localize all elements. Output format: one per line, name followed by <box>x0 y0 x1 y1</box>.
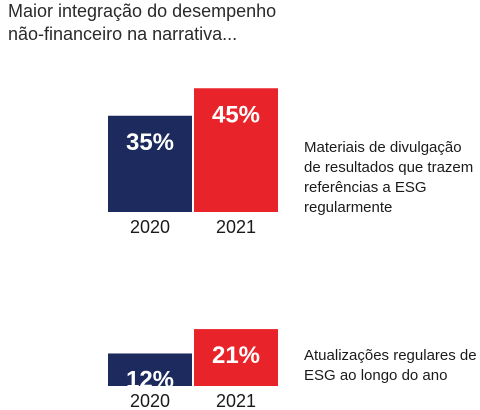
category-label-2020: 2020 <box>130 217 170 237</box>
bar-2020 <box>108 353 192 386</box>
value-label-2020: 35% <box>126 129 174 156</box>
category-label-2021: 2021 <box>216 391 256 410</box>
bar-2020 <box>108 115 192 212</box>
value-label-2021: 45% <box>212 101 260 128</box>
category-label-2020: 2020 <box>130 391 170 410</box>
value-label-2020: 12% <box>126 366 174 393</box>
bar-2021 <box>194 329 278 386</box>
value-label-2021: 21% <box>212 342 260 369</box>
bar-2021 <box>194 88 278 212</box>
chart-description: Atualizações regulares de ESG ao longo d… <box>304 347 477 384</box>
bar-chart-svg: 35% 2020 45% 2021 <box>108 88 278 237</box>
category-label-2021: 2021 <box>216 217 256 237</box>
chart-disclosure-materials: 35% 2020 45% 2021 Materiais de divulgação d… <box>108 88 474 237</box>
bar-chart-svg: 12%2020 21% 2021 <box>108 329 278 410</box>
page-title: Maior integração do desempenho não-finan… <box>8 1 277 44</box>
chart-description: Materiais de divulgação de resultados qu… <box>304 139 474 216</box>
